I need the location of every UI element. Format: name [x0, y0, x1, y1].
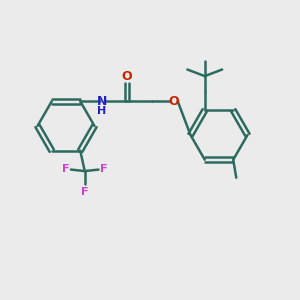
Text: F: F: [100, 164, 107, 174]
Text: F: F: [62, 164, 70, 174]
Text: O: O: [122, 70, 132, 83]
Text: H: H: [97, 106, 106, 116]
Text: O: O: [168, 95, 178, 108]
Text: F: F: [81, 187, 88, 197]
Text: N: N: [97, 95, 107, 108]
